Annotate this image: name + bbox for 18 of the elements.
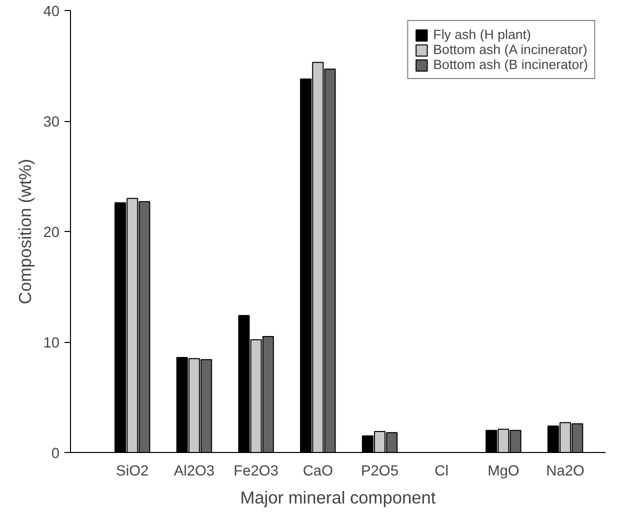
y-tick-label: 40 bbox=[43, 4, 60, 20]
y-tick-label: 20 bbox=[43, 225, 60, 241]
x-axis-title: Major mineral component bbox=[240, 488, 436, 508]
y-tick-label: 0 bbox=[51, 446, 60, 462]
x-tick-label: Cl bbox=[434, 464, 449, 480]
x-tick-label: Na2O bbox=[546, 464, 584, 480]
legend-label: Bottom ash (B incinerator) bbox=[433, 57, 588, 72]
legend-label: Bottom ash (A incinerator) bbox=[433, 42, 588, 57]
y-axis-title: Composition (wt%) bbox=[15, 158, 36, 304]
x-tick-label: P2O5 bbox=[361, 464, 398, 480]
y-tick-label: 10 bbox=[43, 336, 60, 352]
legend-label: Fly ash (H plant) bbox=[433, 27, 531, 42]
x-tick-label: SiO2 bbox=[116, 464, 149, 480]
x-tick-label: Fe2O3 bbox=[234, 464, 278, 480]
x-tick-label: Al2O3 bbox=[174, 464, 215, 480]
x-tick-label: MgO bbox=[488, 464, 520, 480]
y-tick-label: 30 bbox=[43, 114, 60, 130]
x-tick-label: CaO bbox=[302, 464, 333, 480]
